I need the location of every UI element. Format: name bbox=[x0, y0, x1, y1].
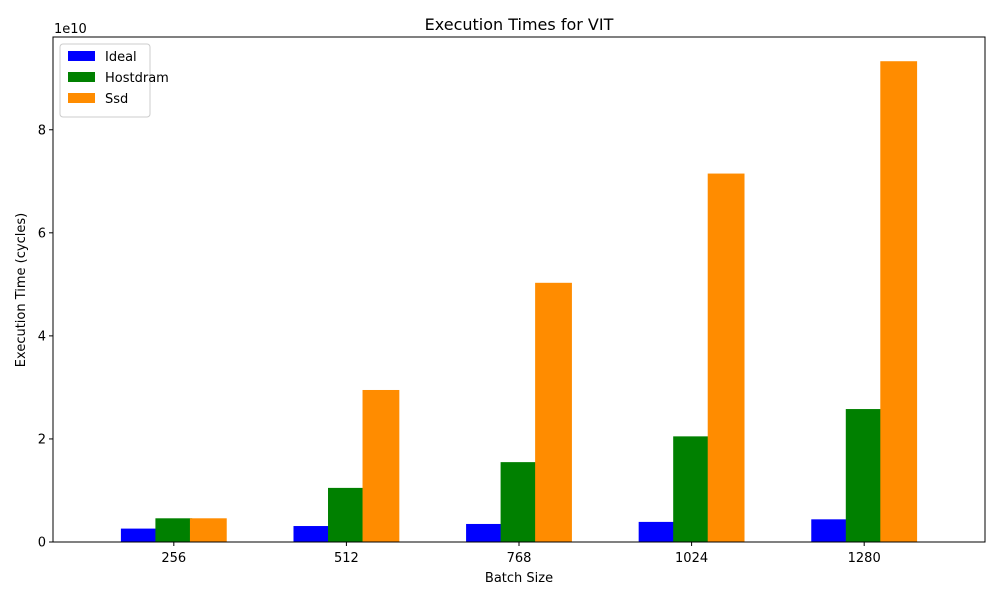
legend-swatch-ssd bbox=[68, 93, 95, 103]
x-tick-label: 512 bbox=[334, 551, 359, 566]
bar-ideal-256 bbox=[120, 528, 158, 542]
y-tick-label: 2 bbox=[38, 432, 46, 447]
axes-group: 0 2 4 6 8 256 512 768 1024 1280 bbox=[38, 36, 986, 566]
legend: Ideal Hostdram Ssd bbox=[59, 43, 169, 118]
y-axis-label: Execution Time (cycles) bbox=[14, 213, 29, 367]
y-tick-label: 0 bbox=[38, 536, 46, 551]
bar-ssd-512 bbox=[362, 389, 400, 542]
bar-hostdram-256 bbox=[155, 518, 193, 542]
bar-ideal-1280 bbox=[811, 519, 849, 542]
legend-label-ssd: Ssd bbox=[105, 92, 128, 107]
bar-ssd-1280 bbox=[880, 61, 918, 542]
y-tick-label: 6 bbox=[38, 226, 46, 241]
bar-hostdram-1024 bbox=[673, 436, 710, 542]
bar-ideal-512 bbox=[293, 526, 331, 542]
bar-hostdram-768 bbox=[500, 462, 538, 542]
x-tick-label: 256 bbox=[161, 551, 186, 566]
x-axis-label: Batch Size bbox=[485, 571, 553, 586]
bar-ssd-768 bbox=[535, 282, 572, 542]
bar-ideal-1024 bbox=[638, 521, 676, 542]
y-tick-label: 4 bbox=[38, 329, 46, 344]
legend-swatch-ideal bbox=[68, 51, 95, 61]
bar-ssd-256 bbox=[189, 518, 227, 542]
bar-ideal-768 bbox=[466, 523, 503, 542]
bar-hostdram-1280 bbox=[845, 409, 883, 542]
x-tick-label: 1280 bbox=[848, 551, 881, 566]
bars-group bbox=[120, 61, 918, 542]
bar-ssd-1024 bbox=[707, 173, 745, 542]
chart-title: Execution Times for VIT bbox=[425, 15, 614, 34]
y-offset-text: 1e10 bbox=[54, 22, 87, 37]
bar-hostdram-512 bbox=[328, 487, 365, 542]
legend-label-ideal: Ideal bbox=[105, 50, 137, 65]
y-tick-label: 8 bbox=[38, 123, 46, 138]
legend-label-hostdram: Hostdram bbox=[105, 71, 169, 86]
x-tick-label: 768 bbox=[507, 551, 532, 566]
x-tick-label: 1024 bbox=[675, 551, 708, 566]
legend-swatch-hostdram bbox=[68, 72, 95, 82]
